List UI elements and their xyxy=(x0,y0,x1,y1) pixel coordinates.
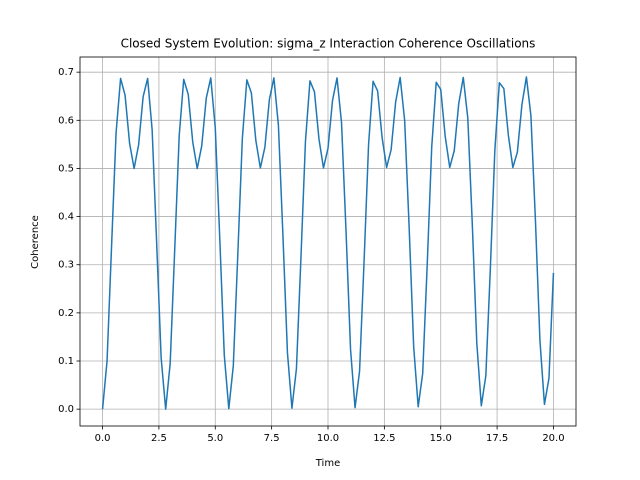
y-axis-label: Coherence xyxy=(30,215,41,269)
y-tick-label: 0.4 xyxy=(58,212,74,223)
y-tick-label: 0.1 xyxy=(58,356,74,367)
x-tick-label: 15.0 xyxy=(430,433,452,444)
x-tick-label: 10.0 xyxy=(317,433,339,444)
y-tick-label: 0.5 xyxy=(58,163,74,174)
x-tick-label: 7.5 xyxy=(264,433,280,444)
y-tick-label: 0.2 xyxy=(58,308,74,319)
x-tick-label: 2.5 xyxy=(151,433,167,444)
y-tick-label: 0.6 xyxy=(58,115,74,126)
x-tick-label: 20.0 xyxy=(542,433,564,444)
y-tick-label: 0.3 xyxy=(58,260,74,271)
plot-area xyxy=(101,76,555,410)
data-line xyxy=(101,76,555,410)
chart-title: Closed System Evolution: sigma_z Interac… xyxy=(121,37,536,51)
y-tick-label: 0.7 xyxy=(58,67,74,78)
x-tick-label: 17.5 xyxy=(486,433,508,444)
x-axis-label: Time xyxy=(315,458,340,469)
x-tick-label: 0.0 xyxy=(95,433,111,444)
x-tick-label: 12.5 xyxy=(373,433,395,444)
y-tick-label: 0.0 xyxy=(58,404,74,415)
x-tick-label: 5.0 xyxy=(207,433,223,444)
